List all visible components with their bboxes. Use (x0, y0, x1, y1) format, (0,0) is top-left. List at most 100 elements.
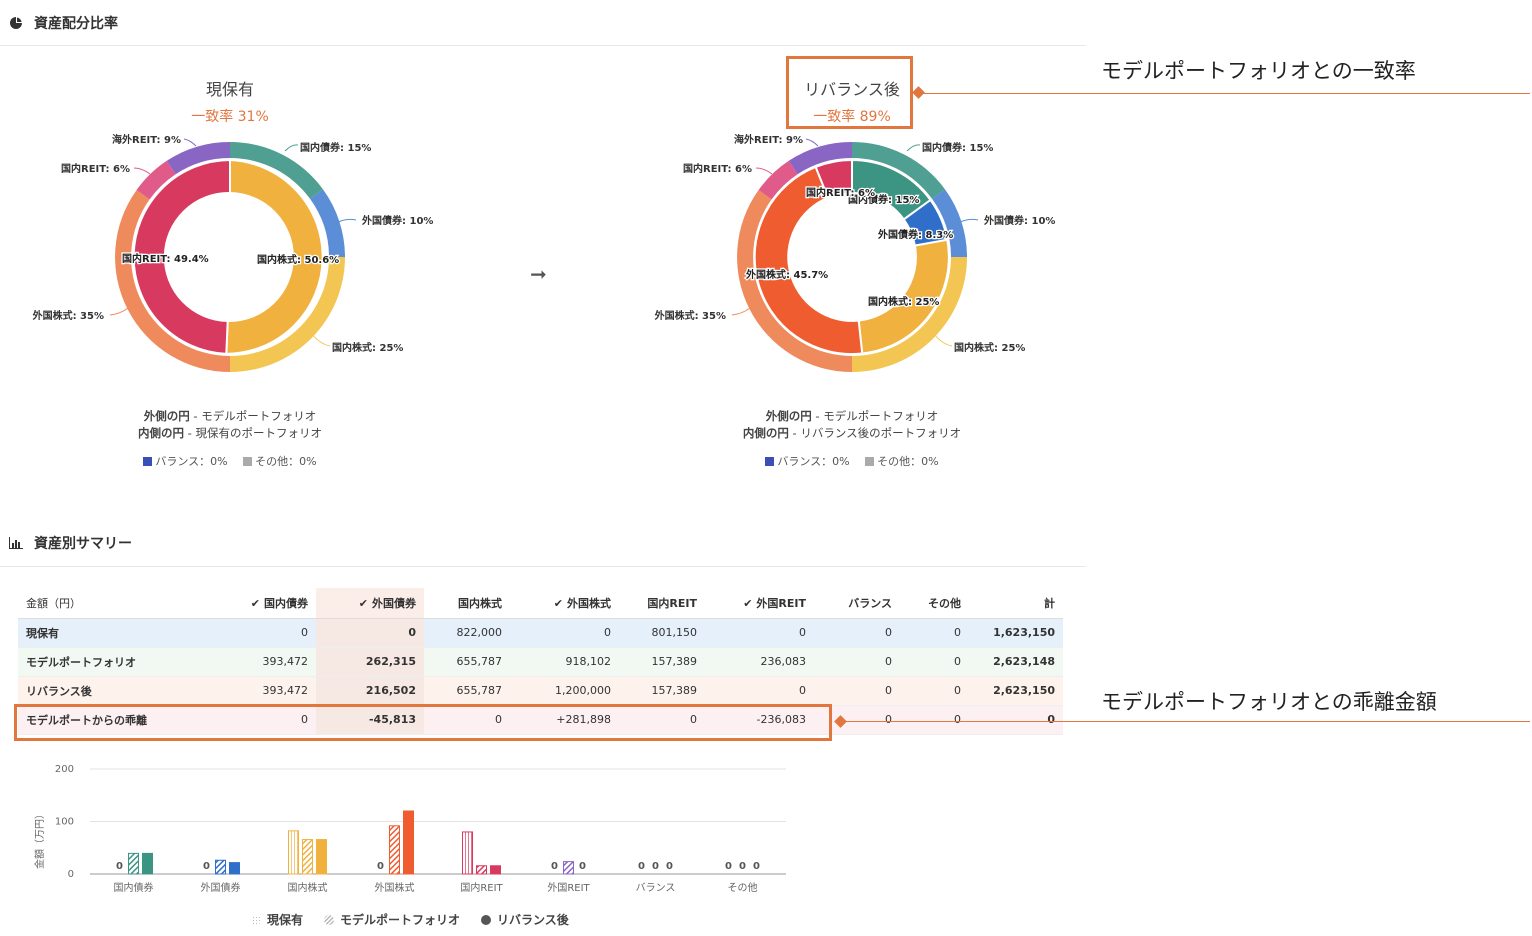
match-rate-callout-line (920, 93, 1530, 94)
header-domestic-bond[interactable]: ✔ 国内債券 (188, 588, 316, 619)
rebalanced-inner-label-domestic-bond: 国内債券: 15% (848, 193, 919, 206)
bar-4-0 (462, 831, 473, 875)
dotted-swatch-icon (251, 914, 261, 925)
legend-model[interactable]: モデルポートフォリオ (323, 911, 460, 928)
y-tick-label: 0 (68, 869, 74, 880)
rebalanced-outer-label-domestic-reit: 国内REIT: 6% (683, 162, 752, 175)
zero-value-label: 0 (638, 861, 645, 872)
rebalanced-inner-label-foreign-stock: 外国株式: 45.7% (745, 268, 828, 281)
other-swatch-icon (243, 457, 253, 466)
zero-value-label: 0 (203, 861, 210, 872)
note-inner-bold: 内側の円 (742, 426, 789, 440)
inner-slice-foreign-stock (753, 165, 864, 356)
outer-slice-domestic-reit (758, 160, 798, 200)
rebalanced-outer-label-domestic-stock: 国内株式: 25% (954, 341, 1025, 354)
header-amount: 金額（円） (18, 588, 188, 619)
x-tick-label: バランス (636, 882, 676, 894)
rebalanced-allocation-chart: リバランス後 一致率 89% 国内債券: 15% 外国債券: 10% 国内株式:… (622, 50, 1082, 480)
y-tick-label: 200 (55, 764, 74, 775)
bar-5-1 (563, 861, 574, 875)
zero-value-label: 0 (116, 861, 123, 872)
check-icon: ✔ (743, 596, 753, 610)
outer-slice-foreign-stock (737, 190, 852, 372)
x-tick-label: 国内株式 (288, 881, 328, 894)
other-swatch-icon (865, 457, 875, 466)
current-outer-label-foreign-reit: 海外REIT: 9% (112, 133, 181, 146)
outer-slice-domestic-bond (230, 142, 323, 199)
y-tick-label: 100 (55, 817, 74, 828)
zero-value-label: 0 (652, 861, 659, 872)
rebalanced-mini-legend: バランス：0% その他：0% (622, 453, 1082, 469)
deviation-callout-line (842, 721, 1530, 722)
rebalanced-outer-label-foreign-stock: 外国株式: 35% (654, 309, 726, 322)
bar-2-1 (302, 839, 313, 875)
zero-value-label: 0 (725, 861, 732, 872)
note-inner-text: - リバランス後のポートフォリオ (788, 426, 962, 440)
outer-slice-foreign-stock (115, 190, 230, 372)
current-chart-title: 現保有 (205, 80, 254, 99)
asset-bar-chart: 200 100 0 国内債券 0 外国債券 0 国内株式 外国株式 0 国内REIT 外国REIT 0… (33, 764, 786, 894)
bar-4-2 (490, 865, 501, 875)
zero-value-label: 0 (377, 861, 384, 872)
rebalanced-chart-title: リバランス後 (804, 80, 900, 99)
current-outer-label-domestic-bond: 国内債券: 15% (300, 141, 371, 154)
header-other[interactable]: その他 (900, 588, 969, 619)
header-domestic-stock[interactable]: 国内株式 (424, 588, 510, 619)
outer-slice-domestic-bond (852, 142, 945, 199)
current-match-rate: 一致率 31% (191, 109, 269, 125)
header-foreign-stock[interactable]: ✔ 外国株式 (510, 588, 619, 619)
current-outer-label-domestic-reit: 国内REIT: 6% (61, 162, 130, 175)
outer-slice-foreign-bond (310, 189, 345, 257)
rebalanced-outer-label-foreign-bond: 外国債券: 10% (983, 214, 1055, 227)
rebalanced-ring-note: 外側の円 - モデルポートフォリオ 内側の円 - リバランス後のポートフォリオ (622, 408, 1082, 442)
bar-0-2 (142, 852, 153, 875)
bar-2-0 (288, 830, 299, 875)
x-tick-label: その他 (728, 881, 758, 894)
hatched-swatch-icon (324, 914, 335, 925)
check-icon: ✔ (553, 596, 563, 610)
outer-slice-foreign-reit (166, 141, 230, 175)
current-legend-balance: バランス：0% (155, 455, 228, 468)
current-legend-other: その他：0% (255, 455, 317, 468)
check-icon: ✔ (358, 596, 368, 610)
header-foreign-bond[interactable]: ✔ 外国債券 (316, 588, 424, 619)
header-total: 計 (969, 588, 1063, 619)
outer-slice-foreign-reit (788, 141, 852, 175)
current-ring-note: 外側の円 - モデルポートフォリオ 内側の円 - 現保有のポートフォリオ (0, 408, 460, 442)
match-rate-callout-box (786, 56, 913, 129)
table-header-row: 金額（円） ✔ 国内債券 ✔ 外国債券 国内株式 ✔ 外国株式 国内REIT ✔ 外国R… (18, 588, 1063, 619)
x-tick-label: 国内REIT (460, 881, 503, 894)
table-row-model: モデルポートフォリオ 393,472 262,315 655,787 918,102 1… (18, 647, 1063, 677)
rebalanced-inner-label-foreign-bond: 外国債券: 8.3% (877, 228, 953, 241)
header-foreign-reit[interactable]: ✔ 外国REIT (705, 588, 814, 619)
pie-chart-icon (8, 15, 24, 31)
rebalanced-outer-label-domestic-bond: 国内債券: 15% (922, 141, 993, 154)
bar-4-1 (476, 865, 487, 875)
right-arrow-icon: ➞ (530, 262, 547, 286)
bar-1-1 (215, 859, 226, 875)
rebalanced-legend-balance: バランス：0% (777, 455, 850, 468)
outer-slice-foreign-bond (932, 189, 967, 257)
current-mini-legend: バランス：0% その他：0% (0, 453, 460, 469)
current-inner-label-domestic-stock: 国内株式: 50.6% (257, 253, 339, 266)
x-tick-label: 外国株式 (375, 881, 415, 894)
inner-slice-domestic-stock (225, 158, 324, 355)
balance-swatch-icon (143, 457, 153, 466)
rebalanced-donut-svg: 国内債券: 15% 外国債券: 10% 国内株式: 25% 外国株式: 35% … (654, 133, 1055, 372)
outer-slice-domestic-reit (136, 160, 176, 200)
x-tick-label: 外国REIT (547, 882, 590, 894)
bar-1-2 (229, 862, 240, 875)
header-balance[interactable]: バランス (814, 588, 900, 619)
rebalanced-outer-label-foreign-reit: 海外REIT: 9% (734, 133, 803, 146)
legend-current[interactable]: 現保有 (250, 911, 303, 928)
current-outer-label-foreign-bond: 外国債券: 10% (361, 214, 433, 227)
legend-rebalanced[interactable]: リバランス後 (480, 911, 569, 928)
header-domestic-reit[interactable]: 国内REIT (619, 588, 705, 619)
bar-2-2 (316, 839, 327, 875)
match-rate-callout-text: モデルポートフォリオとの一致率 (1101, 59, 1416, 83)
rebalanced-inner-label-domestic-stock: 国内株式: 25% (868, 295, 939, 308)
table-row-rebalanced: リバランス後 393,472 216,502 655,787 1,200,000 157… (18, 676, 1063, 706)
bar-3-2 (403, 810, 414, 875)
note-outer-text: - モデルポートフォリオ (189, 409, 317, 423)
solid-swatch-icon (481, 914, 492, 925)
